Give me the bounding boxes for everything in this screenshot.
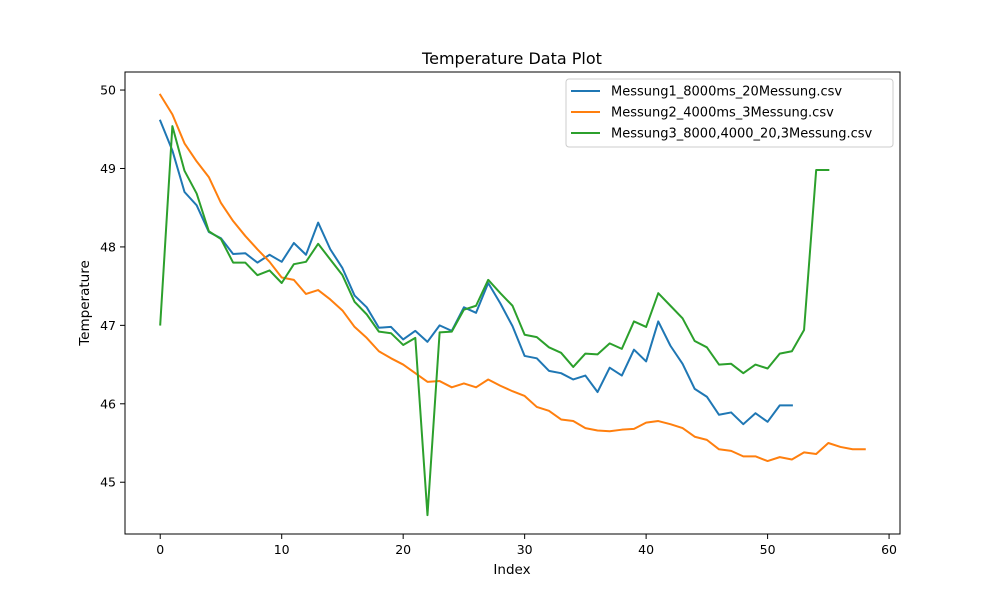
- y-tick-label: 46: [100, 396, 116, 411]
- x-tick-label: 60: [881, 542, 897, 557]
- y-axis-label: Temperature: [77, 260, 93, 347]
- y-tick-label: 47: [100, 318, 116, 333]
- y-tick-label: 45: [100, 475, 116, 490]
- x-tick-label: 10: [274, 542, 290, 557]
- y-tick-label: 48: [100, 239, 116, 254]
- x-tick-label: 20: [395, 542, 411, 557]
- legend-label-3: Messung3_8000,4000_20,3Messung.csv: [611, 127, 873, 142]
- series-layer: [158, 93, 866, 517]
- series-line-3: [159, 125, 830, 517]
- x-tick-label: 0: [156, 542, 164, 557]
- legend: Messung1_8000ms_20Messung.csv Messung2_40…: [565, 78, 894, 148]
- x-axis-ticks: 0 10 20 30 40 50 60: [156, 534, 897, 557]
- legend-box: [565, 78, 894, 148]
- x-tick-label: 30: [517, 542, 533, 557]
- series-line-2: [158, 93, 866, 463]
- plot-frame: [124, 71, 901, 535]
- legend-label-2: Messung2_4000ms_3Messung.csv: [611, 106, 834, 121]
- y-axis-ticks: 45 46 47 48 49 50: [100, 83, 125, 490]
- x-axis-label: Index: [493, 562, 530, 578]
- x-tick-label: 50: [760, 542, 776, 557]
- plot-area: 0 10 20 30 40 50 60 45 46 47 48 49 50: [100, 71, 901, 557]
- y-tick-label: 50: [100, 83, 116, 98]
- chart-title: Temperature Data Plot: [421, 49, 602, 68]
- y-tick-label: 49: [100, 161, 116, 176]
- x-tick-label: 40: [638, 542, 654, 557]
- legend-label-1: Messung1_8000ms_20Messung.csv: [611, 85, 842, 100]
